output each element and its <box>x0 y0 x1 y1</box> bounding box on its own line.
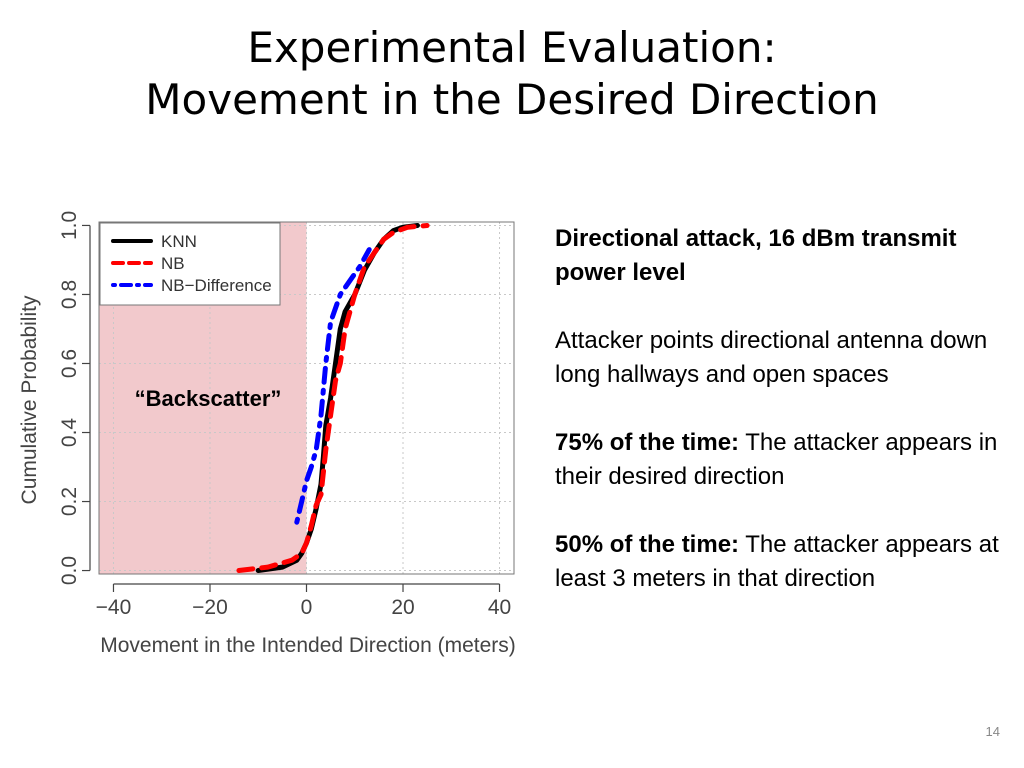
x-axis: −40 −20 0 20 40 <box>96 583 511 619</box>
y-tick-label: 0.6 <box>58 349 81 378</box>
x-tick-label: −40 <box>96 596 132 619</box>
grid <box>99 222 514 574</box>
y-tick-label: 0.4 <box>58 418 81 448</box>
p3-emphasis: 50% of the time: <box>555 531 740 558</box>
legend-label-2: NB−Difference <box>161 276 272 295</box>
slide-title-line-2: Movement in the Desired Direction <box>145 75 879 124</box>
panel-paragraph-1: Attacker points directional antenna down… <box>555 327 988 388</box>
legend-label-0: KNN <box>161 232 197 251</box>
p2-text: The attacker appears in their desired di… <box>555 429 998 490</box>
backscatter-annotation: “Backscatter” <box>135 386 282 411</box>
p2-emphasis: 75% of the time: <box>555 429 740 456</box>
panel-paragraph-2: 75% of the time: The attacker appears in… <box>555 426 1005 494</box>
cdf-chart: −40 −20 0 20 40 0.0 0.2 0.4 0.6 0.8 1.0 Movement … <box>18 211 516 657</box>
p3-text: The attacker appears at least 3 meters i… <box>555 531 999 592</box>
x-tick-label: −20 <box>192 596 228 619</box>
y-tick-label: 0.2 <box>58 487 81 516</box>
slide-title-line-1: Experimental Evaluation: <box>247 23 777 72</box>
y-tick-label: 1.0 <box>58 211 81 240</box>
description-panel: Directional attack, 16 dBm transmit powe… <box>555 222 1005 630</box>
slide-title: Experimental Evaluation: Movement in the… <box>0 22 1024 126</box>
x-axis-label: Movement in the Intended Direction (mete… <box>100 634 516 657</box>
series-line-1 <box>236 223 430 573</box>
x-tick-label: 40 <box>488 596 511 619</box>
x-tick-label: 0 <box>301 596 313 619</box>
panel-heading: Directional attack, 16 dBm transmit powe… <box>555 225 957 286</box>
x-tick-label: 20 <box>391 596 414 619</box>
y-tick-label: 0.8 <box>58 280 81 309</box>
y-axis-label: Cumulative Probability <box>18 295 41 504</box>
series-layer <box>236 223 430 573</box>
series-line-2 <box>294 247 372 525</box>
plot-frame <box>98 221 515 575</box>
panel-paragraph-3: 50% of the time: The attacker appears at… <box>555 528 1005 596</box>
y-axis: 0.0 0.2 0.4 0.6 0.8 1.0 <box>58 211 91 585</box>
legend-label-1: NB <box>161 254 185 273</box>
y-tick-label: 0.0 <box>58 556 81 585</box>
slide-number: 14 <box>985 724 1000 739</box>
chart-legend: KNN NB NB−Difference <box>99 222 281 306</box>
